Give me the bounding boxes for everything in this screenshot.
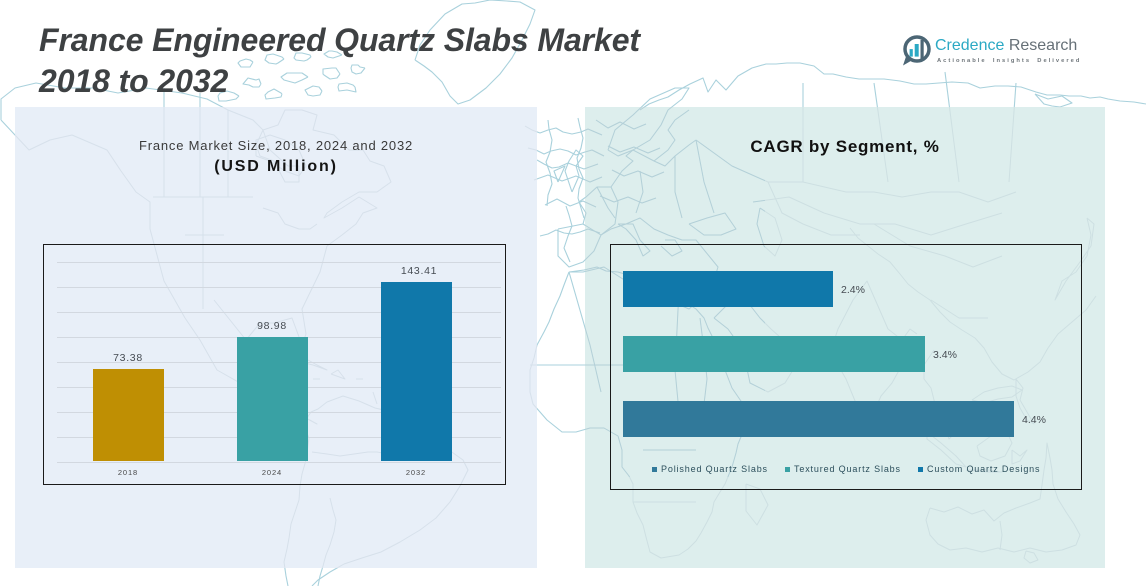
svg-text:Actionable Insights Delivered: Actionable Insights Delivered [937,58,1081,64]
svg-text:Credence Research: Credence Research [935,37,1077,54]
